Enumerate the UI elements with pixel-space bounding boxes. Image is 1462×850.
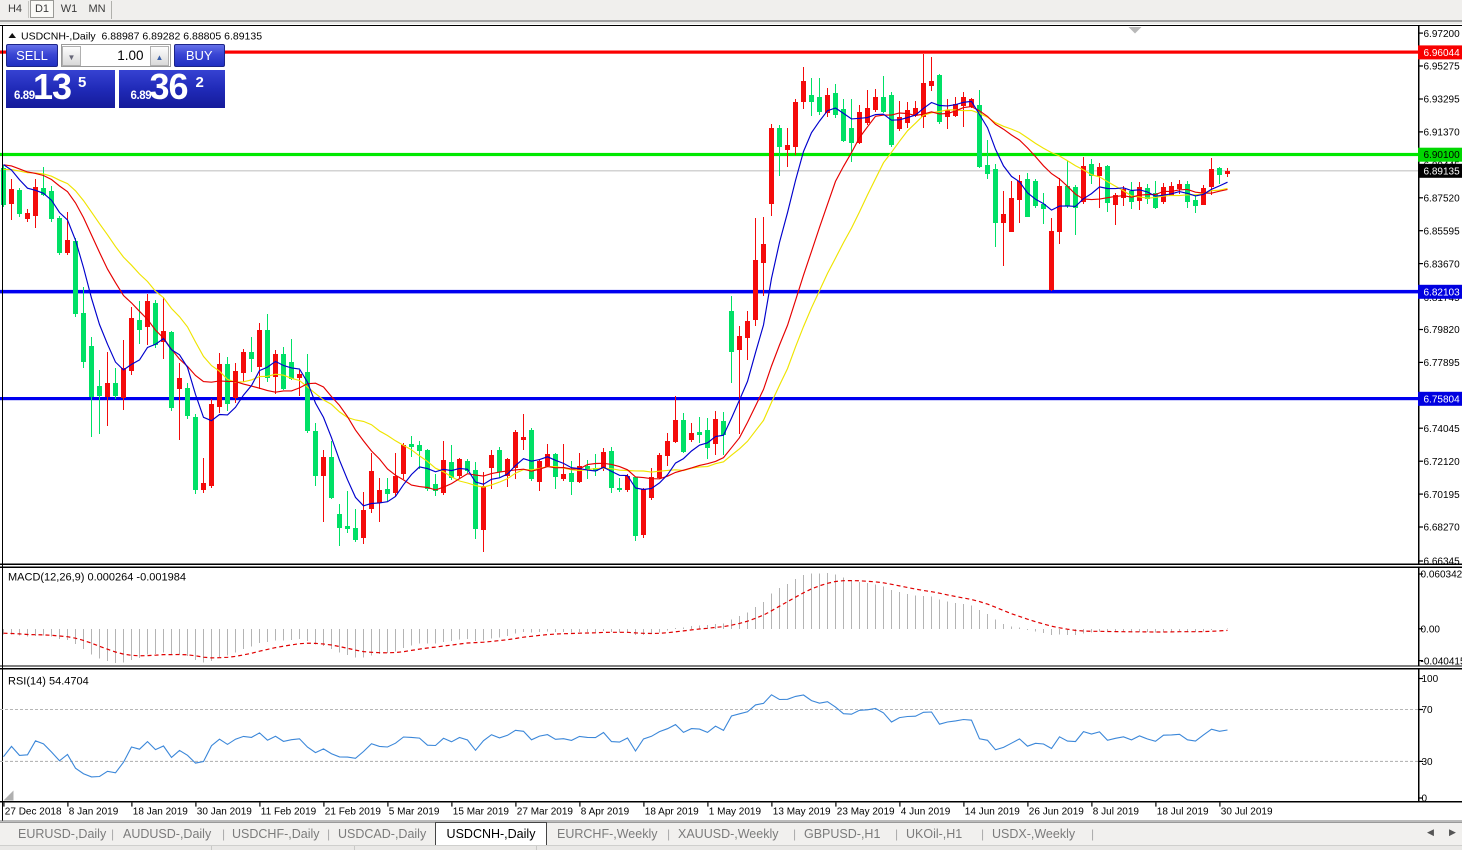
svg-text:6.70195: 6.70195 — [1424, 490, 1461, 501]
svg-text:26 Jun 2019: 26 Jun 2019 — [1029, 807, 1084, 818]
svg-text:18 Apr 2019: 18 Apr 2019 — [645, 807, 699, 818]
svg-text:6.90100: 6.90100 — [1424, 150, 1461, 161]
svg-text:0.060342: 0.060342 — [1421, 570, 1462, 581]
svg-text:6.83670: 6.83670 — [1424, 259, 1461, 270]
svg-text:6.68270: 6.68270 — [1424, 523, 1461, 534]
svg-text:27 Mar 2019: 27 Mar 2019 — [517, 807, 574, 818]
svg-text:18 Jul 2019: 18 Jul 2019 — [1157, 807, 1209, 818]
svg-text:30: 30 — [1422, 757, 1434, 768]
svg-text:8 Jul 2019: 8 Jul 2019 — [1093, 807, 1140, 818]
svg-text:0.00: 0.00 — [1421, 625, 1441, 636]
svg-text:6.82103: 6.82103 — [1424, 287, 1461, 298]
svg-text:27 Dec 2018: 27 Dec 2018 — [5, 807, 62, 818]
svg-text:6.91370: 6.91370 — [1424, 128, 1461, 139]
svg-text:6.95275: 6.95275 — [1424, 62, 1461, 73]
svg-text:70: 70 — [1422, 705, 1434, 716]
svg-text:100: 100 — [1422, 674, 1439, 685]
svg-text:6.85595: 6.85595 — [1424, 226, 1461, 237]
svg-text:11 Feb 2019: 11 Feb 2019 — [261, 807, 317, 818]
svg-text:1 May 2019: 1 May 2019 — [709, 807, 762, 818]
svg-text:18 Jan 2019: 18 Jan 2019 — [133, 807, 188, 818]
svg-text:6.66345: 6.66345 — [1424, 557, 1461, 568]
svg-text:8 Jan 2019: 8 Jan 2019 — [69, 807, 119, 818]
svg-text:0: 0 — [1422, 794, 1428, 805]
svg-text:15 Mar 2019: 15 Mar 2019 — [453, 807, 510, 818]
svg-text:6.96044: 6.96044 — [1424, 48, 1461, 59]
svg-text:13 May 2019: 13 May 2019 — [773, 807, 831, 818]
svg-text:-0.040415: -0.040415 — [1421, 656, 1462, 667]
svg-text:6.77895: 6.77895 — [1424, 358, 1461, 369]
svg-text:6.97200: 6.97200 — [1424, 29, 1461, 40]
svg-text:RSI(14) 54.4704: RSI(14) 54.4704 — [8, 676, 89, 688]
svg-text:30 Jan 2019: 30 Jan 2019 — [197, 807, 252, 818]
svg-text:5 Mar 2019: 5 Mar 2019 — [389, 807, 440, 818]
svg-text:4 Jun 2019: 4 Jun 2019 — [901, 807, 951, 818]
svg-text:6.74045: 6.74045 — [1424, 424, 1461, 435]
svg-text:USDCNH-,Daily 6.88987 6.89282: USDCNH-,Daily 6.88987 6.89282 6.88805 6.… — [21, 31, 262, 43]
svg-text:21 Feb 2019: 21 Feb 2019 — [325, 807, 382, 818]
svg-text:6.72120: 6.72120 — [1424, 457, 1461, 468]
svg-text:6.75804: 6.75804 — [1424, 394, 1461, 405]
svg-text:6.89135: 6.89135 — [1424, 166, 1461, 177]
svg-text:14 Jun 2019: 14 Jun 2019 — [965, 807, 1020, 818]
svg-text:MACD(12,26,9) 0.000264 -0.0019: MACD(12,26,9) 0.000264 -0.001984 — [8, 572, 186, 584]
svg-text:6.87520: 6.87520 — [1424, 194, 1461, 205]
svg-text:30 Jul 2019: 30 Jul 2019 — [1221, 807, 1273, 818]
svg-text:6.93295: 6.93295 — [1424, 95, 1461, 106]
svg-text:23 May 2019: 23 May 2019 — [837, 807, 895, 818]
svg-text:8 Apr 2019: 8 Apr 2019 — [581, 807, 630, 818]
svg-text:6.79820: 6.79820 — [1424, 325, 1461, 336]
